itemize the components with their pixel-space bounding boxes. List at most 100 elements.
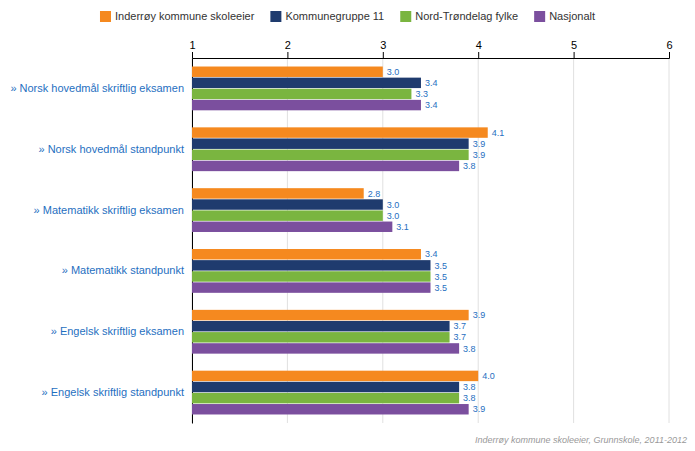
data-labels: 3.04.12.83.43.94.03.43.93.03.53.73.83.33… (368, 67, 505, 415)
grid-line (573, 58, 574, 423)
bar (192, 271, 431, 281)
data-label: 3.9 (473, 310, 486, 320)
legend-swatch (270, 11, 281, 22)
grid-line (382, 58, 383, 423)
tick-label: 6 (666, 39, 672, 51)
annotations: Inderrøy kommune skoleeier, Grunnskole, … (475, 435, 687, 445)
bar (192, 67, 383, 77)
data-label: 3.9 (473, 139, 486, 149)
data-label: 3.3 (415, 89, 428, 99)
bars (192, 67, 488, 415)
bar (192, 210, 383, 220)
data-label: 4.0 (482, 371, 495, 381)
bar (192, 127, 488, 137)
footnote: Inderrøy kommune skoleeier, Grunnskole, … (475, 435, 687, 445)
bar (192, 78, 421, 88)
x-axis: 1 2 3 4 5 6 (189, 39, 672, 59)
tick: 4 (476, 39, 482, 58)
tick: 6 (666, 39, 672, 58)
tick-mark (192, 52, 193, 58)
tick: » Matematikk standpunkt (62, 264, 192, 276)
bar (192, 371, 478, 381)
data-label: 3.7 (454, 321, 467, 331)
tick-mark (478, 52, 479, 58)
tick-mark (383, 52, 384, 58)
tick: 5 (571, 39, 577, 58)
tick-label: 1 (189, 39, 195, 51)
bar (192, 249, 421, 259)
tick: » Engelsk skriftlig eksamen (51, 325, 192, 337)
tick: 2 (285, 39, 291, 58)
tick-label: » Matematikk standpunkt (62, 264, 184, 276)
data-label: 3.4 (425, 100, 438, 110)
bar (192, 260, 431, 270)
legend-label: Inderrøy kommune skoleeier (115, 10, 255, 22)
bar (192, 150, 469, 160)
data-label: 3.9 (473, 150, 486, 160)
data-label: 3.1 (396, 222, 409, 232)
tick: » Norsk hovedmål skriftlig eksamen (10, 82, 192, 94)
data-label: 4.1 (492, 128, 505, 138)
data-label: 3.8 (463, 393, 476, 403)
data-label: 3.8 (463, 161, 476, 171)
legend-swatch (100, 11, 111, 22)
grid (192, 58, 669, 423)
tick-label: » Engelsk skriftlig standpunkt (42, 386, 184, 398)
tick-label: 5 (571, 39, 577, 51)
tick-label: » Engelsk skriftlig eksamen (51, 325, 184, 337)
data-label: 3.4 (425, 249, 438, 259)
data-label: 3.8 (463, 344, 476, 354)
bar (192, 382, 459, 392)
y-axis: » Norsk hovedmål skriftlig eksamen » Nors… (10, 59, 192, 424)
grid-line (287, 58, 288, 423)
bar (192, 343, 459, 353)
axis-line (192, 59, 193, 424)
axis-line (193, 52, 670, 59)
tick: 1 (189, 39, 195, 58)
bar (192, 161, 459, 171)
tick: » Norsk hovedmål standpunkt (38, 143, 192, 155)
data-label: 3.0 (387, 200, 400, 210)
tick-label: 2 (285, 39, 291, 51)
tick-mark (574, 52, 575, 58)
tick: » Engelsk skriftlig standpunkt (42, 386, 192, 398)
data-label: 3.5 (435, 272, 448, 282)
data-label: 3.0 (387, 211, 400, 221)
tick-label: » Norsk hovedmål standpunkt (38, 143, 184, 155)
grid-line (478, 58, 479, 423)
legend-label: Kommunegruppe 11 (285, 10, 384, 22)
legend-swatch (400, 11, 411, 22)
tick-label: 3 (380, 39, 386, 51)
bar (192, 222, 392, 232)
bar (192, 100, 421, 110)
legend: Inderrøy kommune skoleeier Kommunegruppe … (100, 10, 595, 22)
tick: 3 (380, 39, 386, 58)
legend-label: Nord-Trøndelag fylke (415, 10, 518, 22)
tick: » Matematikk skriftlig eksamen (34, 204, 192, 216)
legend-item: Kommunegruppe 11 (270, 10, 384, 22)
legend-item: Nasjonalt (534, 10, 595, 22)
legend-label: Nasjonalt (549, 10, 595, 22)
data-label: 3.5 (435, 261, 448, 271)
grid-line (669, 58, 670, 423)
bar (192, 332, 450, 342)
chart: 1 2 3 4 5 6 » Norsk hovedmål skriftlig eksamen… (0, 0, 695, 451)
tick-mark (287, 52, 288, 58)
legend-swatch (534, 11, 545, 22)
bar (192, 310, 469, 320)
bar (192, 404, 469, 414)
tick-label: » Norsk hovedmål skriftlig eksamen (10, 82, 184, 94)
legend-item: Inderrøy kommune skoleeier (100, 10, 255, 22)
bar (192, 138, 469, 148)
bar (192, 188, 364, 198)
legend-item: Nord-Trøndelag fylke (400, 10, 518, 22)
tick-mark (669, 52, 670, 58)
data-label: 3.7 (454, 332, 467, 342)
bar (192, 89, 411, 99)
tick-label: » Matematikk skriftlig eksamen (34, 204, 184, 216)
data-label: 3.5 (435, 283, 448, 293)
data-label: 3.0 (387, 67, 400, 77)
data-label: 3.4 (425, 78, 438, 88)
bar (192, 199, 383, 209)
bar (192, 393, 459, 403)
